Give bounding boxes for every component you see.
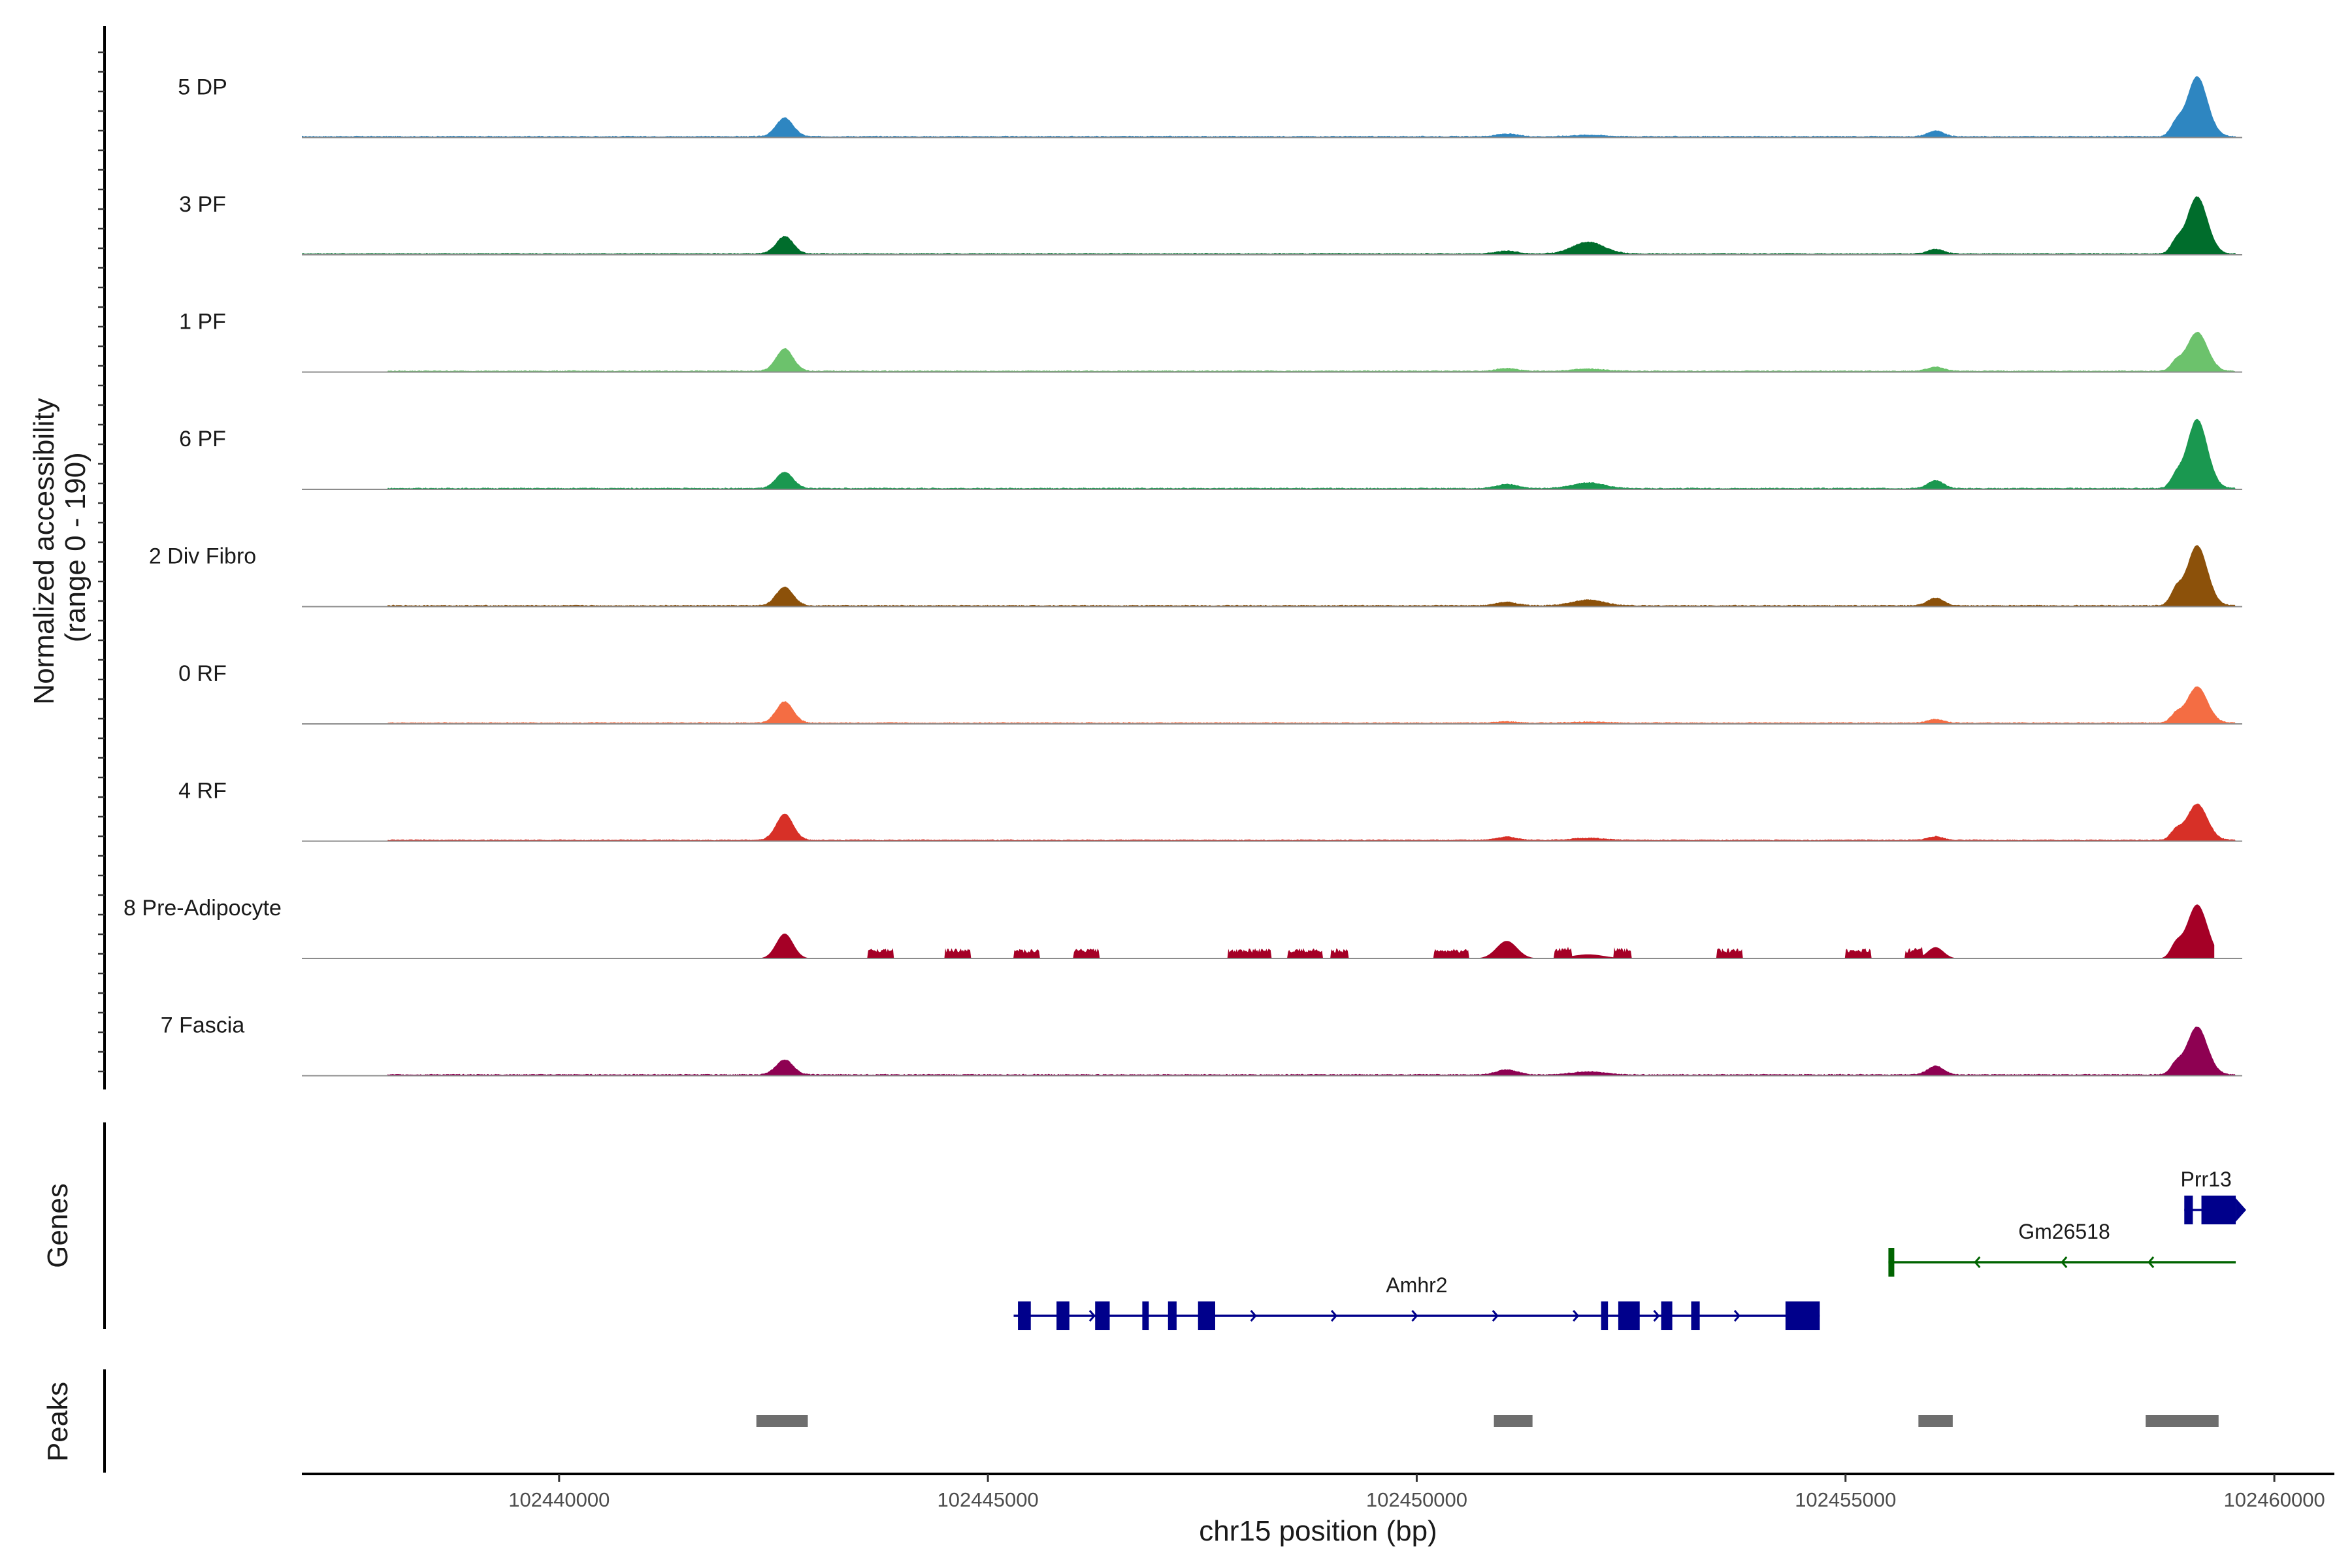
strand-arrow xyxy=(1492,1310,1499,1322)
coverage-track: 8 Pre-Adipocyte xyxy=(123,896,2242,959)
coverage-track: 0 RF xyxy=(178,661,2242,725)
gene-gm26518: Gm26518 xyxy=(1888,1220,2236,1277)
gene-prr13: Prr13 xyxy=(2181,1168,2247,1224)
coverage-area xyxy=(387,331,2236,372)
coverage-area xyxy=(747,904,2215,958)
peak-region xyxy=(2146,1415,2219,1427)
exon xyxy=(1691,1301,1700,1330)
strand-arrow xyxy=(1088,1310,1096,1322)
strand-arrow xyxy=(1653,1310,1660,1322)
x-tick-label: 102450000 xyxy=(1366,1488,1467,1511)
peak-region xyxy=(756,1415,808,1427)
exon xyxy=(1785,1301,1820,1330)
gene-amhr2: Amhr2 xyxy=(1013,1273,1820,1330)
coverage-area xyxy=(387,1026,2236,1076)
strand-arrow xyxy=(1974,1256,1981,1268)
strand-arrow xyxy=(1250,1310,1257,1322)
track-label: 3 PF xyxy=(179,192,226,217)
track-label: 6 PF xyxy=(179,427,226,451)
coverage-track: 4 RF xyxy=(178,779,2242,842)
exon xyxy=(1618,1301,1640,1330)
peak-region xyxy=(1494,1415,1533,1427)
peaks-axis-title: Peaks xyxy=(42,1382,74,1462)
exon xyxy=(1198,1301,1215,1330)
track-label: 7 Fascia xyxy=(161,1013,245,1038)
gene-label: Amhr2 xyxy=(1386,1273,1447,1297)
coverage-track: 7 Fascia xyxy=(161,1013,2242,1077)
coverage-track: 1 PF xyxy=(179,310,2242,373)
coverage-area xyxy=(302,76,2236,138)
x-axis: 102440000 102445000 102450000 102455000 1024… xyxy=(302,1473,2334,1511)
coverage-track: 2 Div Fibro xyxy=(149,544,2242,608)
coverage-y-axis-title-line1: Normalized accessibility xyxy=(28,398,60,704)
track-label: 8 Pre-Adipocyte xyxy=(123,896,282,921)
coverage-area xyxy=(387,418,2236,489)
gene-label: Gm26518 xyxy=(2018,1220,2110,1243)
strand-arrow xyxy=(1573,1310,1580,1322)
coverage-area xyxy=(387,545,2236,607)
exon xyxy=(1018,1301,1031,1330)
genes-axis-title: Genes xyxy=(42,1183,74,1268)
strand-arrow-end xyxy=(2236,1198,2247,1222)
coverage-panel: 5 DP 3 PF 1 PF 6 PF 2 Div Fibro 0 RF 4 RF 8 Pre… xyxy=(98,26,2242,1090)
exon xyxy=(1095,1301,1110,1330)
coverage-track: 3 PF xyxy=(179,192,2242,255)
coverage-y-axis-title: Normalized accessibility (range 0 - 190) xyxy=(28,390,91,705)
exon xyxy=(1056,1301,1070,1330)
coverage-area xyxy=(302,196,2236,255)
track-label: 1 PF xyxy=(179,310,226,335)
strand-arrow xyxy=(1330,1310,1338,1322)
exon xyxy=(2184,1196,2193,1224)
track-label: 0 RF xyxy=(178,661,227,686)
track-label: 5 DP xyxy=(178,75,227,100)
coverage-area xyxy=(387,804,2236,841)
exon xyxy=(1601,1301,1609,1330)
x-tick-label: 102460000 xyxy=(2224,1488,2325,1511)
strand-arrow xyxy=(2148,1256,2155,1268)
exon xyxy=(2201,1196,2236,1224)
exon xyxy=(1142,1301,1149,1330)
track-label: 2 Div Fibro xyxy=(149,544,256,569)
strand-arrow xyxy=(2061,1256,2068,1268)
exon xyxy=(1168,1301,1177,1330)
x-axis-title: chr15 position (bp) xyxy=(1199,1515,1437,1547)
coverage-track: 6 PF xyxy=(179,418,2242,490)
x-tick-label: 102445000 xyxy=(938,1488,1039,1511)
exon xyxy=(1888,1248,1895,1277)
peak-region xyxy=(1918,1415,1953,1427)
strand-arrow xyxy=(1733,1310,1741,1322)
track-label: 4 RF xyxy=(178,779,227,804)
coverage-track: 5 DP xyxy=(178,75,2242,139)
strand-arrow xyxy=(1411,1310,1418,1322)
x-tick-label: 102440000 xyxy=(508,1488,610,1511)
gene-label: Prr13 xyxy=(2181,1168,2232,1191)
exon xyxy=(1661,1301,1673,1330)
genes-panel: Prr13 Gm26518 Amhr2 xyxy=(103,1122,2247,1330)
x-tick-label: 102455000 xyxy=(1795,1488,1896,1511)
peaks-panel xyxy=(103,1369,2219,1473)
coverage-area xyxy=(387,686,2236,724)
coverage-y-axis-title-line2: (range 0 - 190) xyxy=(59,452,91,642)
